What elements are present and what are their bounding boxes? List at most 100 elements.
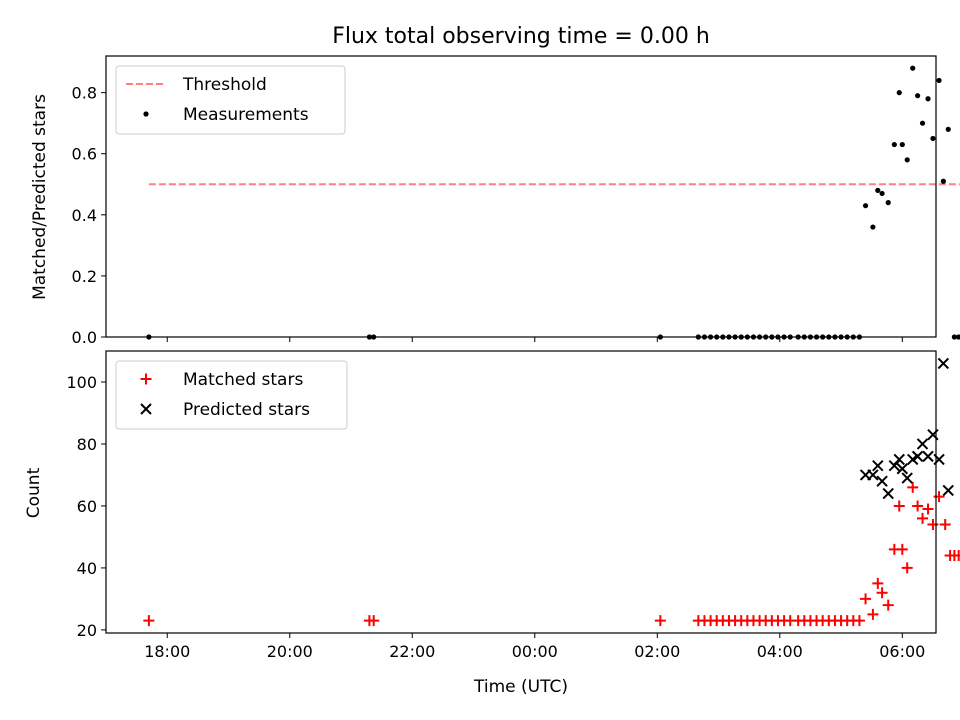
measurements-point-shape [862,203,869,209]
matched-stars-point [368,615,380,627]
legend-matched-stars-swatch-shape [140,373,152,385]
matched-stars-point-shape [927,519,939,531]
measurements-point-shape [936,77,942,84]
predicted-stars-point [896,463,909,475]
predicted-stars-point [937,357,950,370]
x-tick-label: 00:00 [512,642,558,661]
matched-stars-point [939,519,951,531]
measurements-point-shape [885,200,891,206]
legend-predicted-stars-label: Predicted stars [183,400,310,420]
predicted-stars-point [893,453,905,466]
predicted-stars-point-shape [872,459,884,472]
matched-stars-point [953,550,960,562]
measurements-point [904,157,910,163]
matched-stars-point [853,615,865,627]
matched-stars-point-shape [893,500,905,512]
top-y-tick-label: 0.0 [72,328,97,347]
measurements-point [956,334,960,340]
matched-stars-point [907,481,919,493]
matched-stars-point-shape [939,519,951,531]
top-y-tick-label: 0.6 [72,145,97,164]
measurements-point-shape [930,135,936,142]
predicted-stars-point-shape [882,487,894,500]
measurements-point [951,334,957,340]
predicted-stars-point-shape [922,450,934,463]
legend-measurements-label: Measurements [183,105,309,125]
predicted-stars-point-shape [942,484,954,497]
matched-stars-point [860,593,872,605]
bottom-y-tick-label: 60 [77,497,97,516]
matched-stars-point-shape [867,608,879,620]
top-y-tick-label: 0.2 [72,267,97,286]
predicted-stars-point [876,475,888,487]
bottom-y-tick-label: 80 [77,435,97,454]
measurements-point [862,203,869,209]
predicted-stars-point [872,459,884,472]
predicted-stars-point [901,472,913,484]
measurements-point [936,77,942,84]
measurements-point-shape [925,96,931,102]
matched-stars-point [893,500,905,512]
chart-title: Flux total observing time = 0.00 h [332,24,710,49]
measurements-point-shape [870,224,876,230]
legend-threshold-label: Threshold [182,75,267,95]
x-tick-label: 22:00 [389,642,435,661]
matched-stars-point [922,503,934,515]
matched-stars-point-shape [853,615,865,627]
measurements-point-shape [899,141,905,148]
bottom-legend: Matched stars Predicted stars [115,360,348,430]
measurements-point-shape [915,93,921,99]
x-axis-label: Time (UTC) [473,677,568,697]
predicted-stars-point-shape [901,472,913,484]
measurements-point [891,141,897,148]
predicted-stars-point-shape [867,469,879,481]
measurements-point [919,120,926,126]
measurements-point [930,135,936,142]
matched-stars-point [867,608,879,620]
predicted-stars-point [882,487,894,500]
x-tick-label: 04:00 [757,642,803,661]
predicted-stars-point-shape [911,450,924,463]
measurements-point-shape [919,120,926,126]
matched-stars-point [143,615,155,627]
measurements-point-shape [879,190,885,197]
measurements-point-shape [875,187,881,193]
bottom-panel-frame [105,350,937,634]
predicted-stars-point [942,484,954,497]
legend-predicted-stars-swatch [140,403,152,415]
matched-stars-point-shape [901,562,913,574]
x-tick-label: 20:00 [267,642,313,661]
predicted-stars-point [916,438,929,450]
measurements-point [875,187,881,193]
legend-matched-stars-swatch [140,373,152,385]
matched-stars-point [654,615,666,627]
matched-stars-point-shape [876,587,888,599]
measurements-point-shape [945,126,951,132]
matched-stars-point [917,512,929,524]
legend-matched-stars-label: Matched stars [183,370,303,390]
bottom-y-tick-label: 40 [77,559,97,578]
legend-predicted-stars-swatch-shape [140,403,152,415]
top-y-axis-label: Matched/Predicted stars [30,94,50,300]
matched-stars-point-shape [860,593,872,605]
matched-stars-point-shape [933,491,945,503]
x-tick-label: 06:00 [879,642,925,661]
x-tick-label: 18:00 [144,642,190,661]
predicted-stars-point-shape [893,453,905,466]
measurements-point-shape [940,178,946,184]
matched-stars-point [901,562,913,574]
bottom-y-axis-label: Count [24,467,44,518]
measurements-point [899,141,905,148]
matched-stars-point [882,599,894,611]
measurements-point [915,93,921,99]
matched-stars-point [896,543,908,555]
measurements-point [945,126,951,132]
matched-stars-point [912,500,924,512]
predicted-stars-point-shape [916,438,929,450]
legend-measurements-swatch-shape [143,111,149,117]
matched-stars-point-shape [368,615,380,627]
measurements-point-shape [951,334,957,340]
measurements-point-shape [891,141,897,148]
matched-stars-point [872,577,884,589]
predicted-stars-point [867,469,879,481]
